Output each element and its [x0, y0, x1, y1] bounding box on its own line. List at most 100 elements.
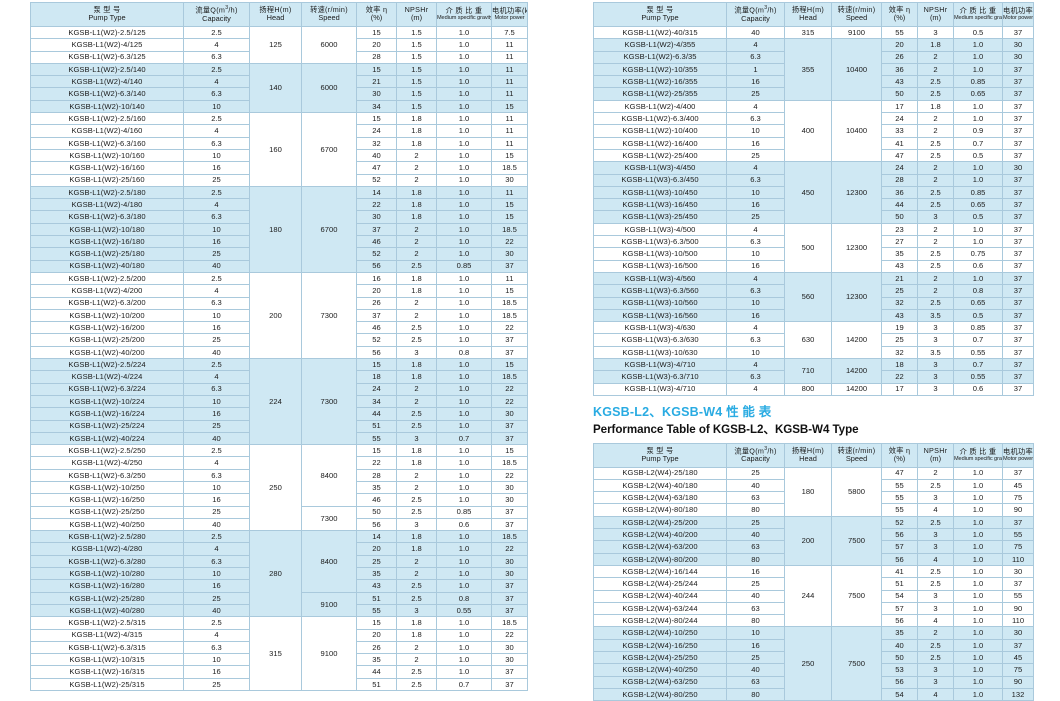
- cell-head: 630: [784, 321, 832, 360]
- cell-head: 180: [249, 185, 302, 273]
- cell-pump-type: KGSB-L1(W2)-2.5/200: [30, 271, 184, 286]
- cell-capacity: 25: [726, 148, 785, 163]
- cell-motor-power: 37: [1002, 112, 1034, 126]
- table-row: KGSB-L1(W2)-4/250 4 22 1.8 1.0 18.5: [30, 456, 528, 470]
- col-header-efficiency-cn: 效率 η: [888, 5, 911, 15]
- cell-capacity: 10: [726, 124, 785, 138]
- cell-pump-type: KGSB-L1(W2)-4/280: [30, 542, 184, 556]
- cell-motor-power: 15: [491, 358, 528, 372]
- cell-pump-type: KGSB-L2(W4)-40/180: [593, 478, 727, 493]
- col-header-efficiency-en: (%): [893, 13, 906, 23]
- cell-motor-power: 37: [491, 517, 528, 532]
- cell-npshr: 2: [396, 653, 437, 667]
- cell-efficiency: 25: [881, 333, 918, 347]
- cell-motor-power: 18.5: [491, 222, 528, 237]
- cell-head: 800: [784, 382, 832, 396]
- cell-pump-type: KGSB-L1(W2)-16/355: [593, 75, 727, 89]
- cell-capacity: 25: [183, 173, 250, 187]
- cell-capacity: 40: [183, 431, 250, 446]
- cell-efficiency: 56: [881, 528, 918, 542]
- col-header-gravity-en: Medium specific gravity: [437, 15, 492, 22]
- cell-specific-gravity: 1.0: [953, 515, 1003, 530]
- cell-pump-type: KGSB-L1(W2)-25/224: [30, 419, 184, 433]
- col-header-capacity-cn: 流量Q(m3/h): [195, 5, 238, 15]
- table-row: KGSB-L1(W2)-4/224 4 18 1.8 1.0 18.5: [30, 370, 528, 384]
- cell-capacity: 10: [183, 653, 250, 667]
- cell-efficiency: 14: [356, 530, 397, 544]
- cell-specific-gravity: 1.0: [953, 50, 1003, 64]
- cell-efficiency: 20: [881, 38, 918, 52]
- cell-npshr: 3: [917, 25, 954, 40]
- spec-sheet-page: 泵 型 号 Pump Type 流量Q(m3/h) Capacity 扬程H(m…: [30, 2, 1034, 701]
- cell-capacity: 10: [726, 345, 785, 360]
- col-header-head-cn: 扬程H(m): [791, 445, 825, 455]
- cell-capacity: 40: [183, 345, 250, 360]
- cell-specific-gravity: 1.0: [436, 173, 492, 187]
- cell-efficiency: 28: [356, 468, 397, 482]
- cell-efficiency: 37: [356, 308, 397, 323]
- cell-motor-power: 22: [491, 382, 528, 396]
- cell-motor-power: 18.5: [491, 370, 528, 384]
- cell-specific-gravity: 1.0: [953, 675, 1003, 689]
- cell-efficiency: 14: [356, 185, 397, 200]
- cell-capacity: 25: [726, 87, 785, 101]
- cell-capacity: 40: [726, 478, 785, 493]
- table-row: KGSB-L1(W3)-10/560 10 32 2.5 0.65 37: [593, 296, 1034, 310]
- cell-pump-type: KGSB-L1(W2)-4/400: [593, 99, 727, 114]
- cell-capacity: 25: [726, 651, 785, 665]
- col-header-npshr-en: (m): [410, 13, 423, 23]
- cell-pump-type: KGSB-L1(W3)-4/710: [593, 382, 727, 396]
- cell-pump-type: KGSB-L1(W3)-10/560: [593, 296, 727, 310]
- cell-capacity: 4: [183, 284, 250, 298]
- col-header-efficiency-en: (%): [893, 453, 906, 463]
- cell-efficiency: 36: [881, 185, 918, 200]
- table-row: KGSB-L1(W2)-2.5/200 2.5 200 7300 16 1.8 1.0 11: [30, 271, 528, 360]
- table-header: 泵 型 号 Pump Type 流量Q(m3/h) Capacity 扬程H(m…: [593, 442, 1034, 468]
- cell-head: 250: [784, 626, 832, 701]
- cell-pump-type: KGSB-L1(W3)-10/630: [593, 345, 727, 360]
- cell-pump-type: KGSB-L1(W2)-2.5/224: [30, 358, 184, 372]
- cell-npshr: 1.5: [396, 38, 437, 52]
- cell-pump-type: KGSB-L2(W4)-63/180: [593, 491, 727, 505]
- cell-pump-type: KGSB-L1(W3)-6.3/450: [593, 173, 727, 187]
- cell-npshr: 2.5: [917, 515, 954, 530]
- cell-capacity: 4: [183, 370, 250, 384]
- cell-capacity: 2.5: [183, 112, 250, 126]
- cell-head: 200: [784, 515, 832, 566]
- cell-capacity: 4: [726, 382, 785, 396]
- cell-speed: 7500: [831, 626, 882, 701]
- table-row: KGSB-L2(W4)-40/244 40 54 3 1.0 55: [593, 589, 1034, 603]
- cell-efficiency: 52: [356, 247, 397, 261]
- cell-specific-gravity: 1.0: [436, 616, 492, 630]
- cell-specific-gravity: 0.7: [953, 136, 1003, 150]
- cell-motor-power: 110: [1002, 552, 1034, 566]
- cell-npshr: 2: [917, 112, 954, 126]
- cell-efficiency: 35: [356, 567, 397, 581]
- cell-speed: 7500: [831, 515, 882, 566]
- col-header-power-en: Motor power: [1003, 456, 1033, 462]
- cell-pump-type: KGSB-L1(W2)-6.3/315: [30, 640, 184, 655]
- cell-efficiency: 15: [356, 112, 397, 126]
- cell-specific-gravity: 1.0: [953, 687, 1003, 701]
- col-header-pump-type-cn: 泵 型 号: [93, 5, 121, 15]
- table-row: KGSB-L1(W2)-40/315 40 315 9100 55 3 0.5 37: [593, 25, 1034, 40]
- cell-speed: 6700: [301, 185, 357, 273]
- table-row: KGSB-L1(W3)-4/560 4 560 12300 21 2 1.0 37: [593, 271, 1034, 323]
- cell-motor-power: 37: [491, 579, 528, 593]
- cell-specific-gravity: 1.0: [436, 653, 492, 667]
- cell-npshr: 2.5: [917, 198, 954, 212]
- cell-head: 355: [784, 38, 832, 101]
- cell-pump-type: KGSB-L1(W2)-2.5/250: [30, 444, 184, 458]
- cell-head: 244: [784, 564, 832, 628]
- cell-specific-gravity: 0.7: [436, 677, 492, 692]
- cell-capacity: 25: [726, 210, 785, 224]
- cell-motor-power: 75: [1002, 663, 1034, 677]
- table-row: KGSB-L1(W2)-16/355 16 43 2.5 0.85 37: [593, 75, 1034, 89]
- cell-capacity: 4: [183, 456, 250, 470]
- table-row: KGSB-L1(W3)-6.3/500 6.3 27 2 1.0 37: [593, 235, 1034, 249]
- cell-specific-gravity: 1.0: [436, 444, 492, 458]
- cell-specific-gravity: 1.0: [436, 407, 492, 421]
- cell-motor-power: 15: [491, 210, 528, 224]
- cell-pump-type: KGSB-L1(W2)-4/125: [30, 38, 184, 52]
- cell-specific-gravity: 0.7: [436, 431, 492, 446]
